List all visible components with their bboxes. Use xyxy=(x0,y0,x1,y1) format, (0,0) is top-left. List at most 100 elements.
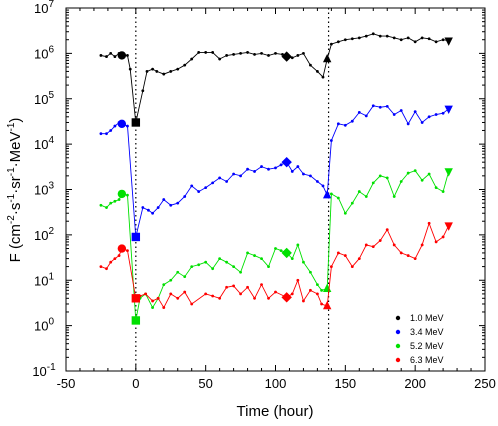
data-point xyxy=(392,36,396,40)
data-point xyxy=(176,201,180,205)
data-point xyxy=(413,40,417,44)
data-point xyxy=(290,292,294,296)
data-point xyxy=(260,165,263,168)
data-point xyxy=(151,306,154,309)
data-point xyxy=(232,265,236,268)
y-label-part: F (cm xyxy=(7,224,24,262)
data-point xyxy=(253,296,256,300)
series-layer xyxy=(99,32,453,325)
y-label-superscript: -2 xyxy=(6,215,17,224)
data-point xyxy=(197,263,201,267)
y-axis-label: F (cm-2·s-1·sr-1·MeV-1) xyxy=(6,118,24,263)
data-point xyxy=(155,70,159,73)
data-point xyxy=(357,111,361,114)
data-point xyxy=(197,190,201,193)
y-tick-label: 101 xyxy=(34,271,54,288)
vertical-dotted-lines xyxy=(135,8,330,371)
data-point xyxy=(371,245,375,249)
circle-marker xyxy=(117,119,127,129)
y-tick-label: 10-1 xyxy=(32,362,56,379)
data-point xyxy=(350,37,354,41)
data-point xyxy=(441,111,445,115)
data-point xyxy=(290,170,294,173)
data-point xyxy=(204,51,208,54)
data-point xyxy=(225,180,229,183)
data-point xyxy=(267,54,270,57)
data-point xyxy=(190,57,194,61)
data-point xyxy=(105,132,108,136)
y-label-part: ·s xyxy=(7,203,24,216)
y-tick-label: 102 xyxy=(34,226,54,243)
series-line xyxy=(100,170,450,321)
data-point xyxy=(162,283,166,287)
data-point xyxy=(343,123,347,127)
data-point xyxy=(253,254,256,257)
y-tick-label: 107 xyxy=(34,0,54,16)
data-point xyxy=(434,186,438,190)
data-point xyxy=(260,257,263,261)
triangle-up-marker xyxy=(322,300,332,310)
legend-label: 5.2 MeV xyxy=(410,341,444,351)
data-point xyxy=(441,190,445,193)
data-point xyxy=(329,192,333,196)
data-point xyxy=(218,57,222,61)
data-point xyxy=(260,283,263,287)
data-point xyxy=(378,105,382,109)
data-point xyxy=(218,296,222,300)
data-point xyxy=(406,36,410,40)
y-tick-exponent: 4 xyxy=(48,135,54,146)
y-tick-label: 100 xyxy=(34,317,54,334)
series-line xyxy=(100,33,449,123)
legend-label: 3.4 MeV xyxy=(410,327,444,337)
data-point xyxy=(357,257,361,261)
y-label-superscript: -1 xyxy=(6,167,17,176)
data-point xyxy=(113,55,117,58)
data-point xyxy=(147,208,150,212)
data-point xyxy=(176,296,180,300)
data-point xyxy=(169,292,173,296)
data-point xyxy=(105,267,108,271)
data-point xyxy=(371,32,375,36)
data-point xyxy=(385,228,389,232)
data-point xyxy=(413,169,417,173)
data-point xyxy=(113,257,117,261)
series-3-4-mev xyxy=(99,104,453,242)
triangle-up-marker xyxy=(322,283,332,292)
data-point xyxy=(117,198,121,201)
data-point xyxy=(126,54,129,57)
data-point xyxy=(343,211,347,215)
legend-label: 6.3 MeV xyxy=(410,355,444,365)
data-point xyxy=(197,51,201,54)
data-point xyxy=(105,206,108,209)
data-point xyxy=(232,172,236,176)
data-point xyxy=(239,292,242,296)
data-point xyxy=(144,292,148,296)
legend-label: 1.0 MeV xyxy=(410,313,444,323)
data-point xyxy=(162,72,166,76)
data-point xyxy=(357,36,361,40)
data-point xyxy=(302,172,305,176)
data-point xyxy=(316,70,319,73)
square-marker xyxy=(131,232,141,242)
y-tick-exponent: 7 xyxy=(48,0,54,10)
x-tick-label: 50 xyxy=(198,376,212,391)
data-point xyxy=(343,38,347,42)
circle-marker xyxy=(117,189,127,199)
data-point xyxy=(183,195,187,198)
data-point xyxy=(350,265,354,268)
data-point xyxy=(434,40,438,44)
data-point xyxy=(267,265,270,268)
data-point xyxy=(371,104,375,108)
data-point xyxy=(350,119,354,123)
data-point xyxy=(329,42,333,46)
diamond-marker xyxy=(281,156,292,168)
diamond-marker xyxy=(281,51,292,62)
data-point xyxy=(204,292,208,296)
data-point xyxy=(156,296,160,300)
data-point xyxy=(385,34,389,38)
series-line xyxy=(100,221,450,309)
data-point xyxy=(162,306,166,309)
data-point xyxy=(151,299,154,303)
data-point xyxy=(406,171,410,175)
triangle-up-marker xyxy=(322,189,332,199)
